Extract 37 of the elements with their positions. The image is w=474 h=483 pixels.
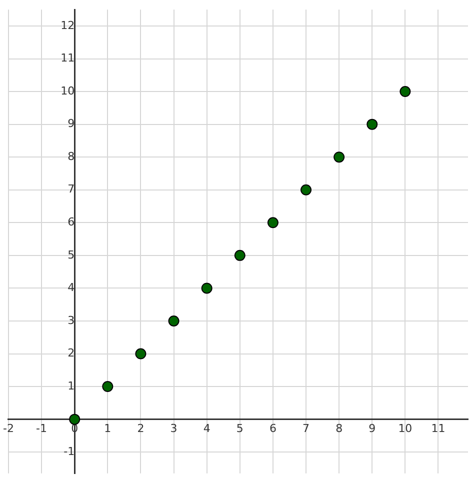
point <box>168 315 180 326</box>
x-tick-label: 9 <box>368 422 376 435</box>
x-tick-label: 6 <box>269 422 276 435</box>
y-tick-label: 6 <box>68 216 75 229</box>
x-tick-label: -1 <box>36 422 48 435</box>
y-tick-label: 2 <box>68 346 75 360</box>
point <box>334 152 345 163</box>
x-tick-label: 5 <box>236 422 244 435</box>
y-tick-label: -1 <box>64 444 75 458</box>
point <box>234 250 246 261</box>
y-tick-label: 10 <box>60 84 75 98</box>
x-tick-label: 2 <box>137 422 144 435</box>
x-tick-label: 10 <box>398 422 412 435</box>
point <box>366 118 378 130</box>
point <box>300 184 312 196</box>
y-tick-label: 8 <box>68 150 75 163</box>
x-tick-label: 8 <box>336 422 343 435</box>
y-tick-label: 12 <box>60 18 75 32</box>
y-tick-label: 5 <box>68 248 75 262</box>
x-tick-label: 4 <box>203 422 210 435</box>
x-tick-label: 11 <box>431 422 446 435</box>
y-tick-label: 7 <box>68 182 75 196</box>
point <box>102 381 114 392</box>
y-tick-label: 3 <box>68 314 75 327</box>
x-tick-label: 1 <box>104 422 112 435</box>
y-tick-label: 1 <box>68 379 75 392</box>
point <box>135 348 146 360</box>
point <box>267 217 278 228</box>
y-tick-label: 9 <box>68 117 75 130</box>
point <box>201 282 212 294</box>
x-tick-label: 3 <box>170 422 178 435</box>
y-tick-label: 11 <box>60 52 75 65</box>
x-tick-label: 7 <box>302 422 310 435</box>
point <box>400 86 411 98</box>
y-tick-label: 4 <box>68 281 75 294</box>
point <box>69 414 80 425</box>
x-tick-label: -2 <box>3 422 14 435</box>
